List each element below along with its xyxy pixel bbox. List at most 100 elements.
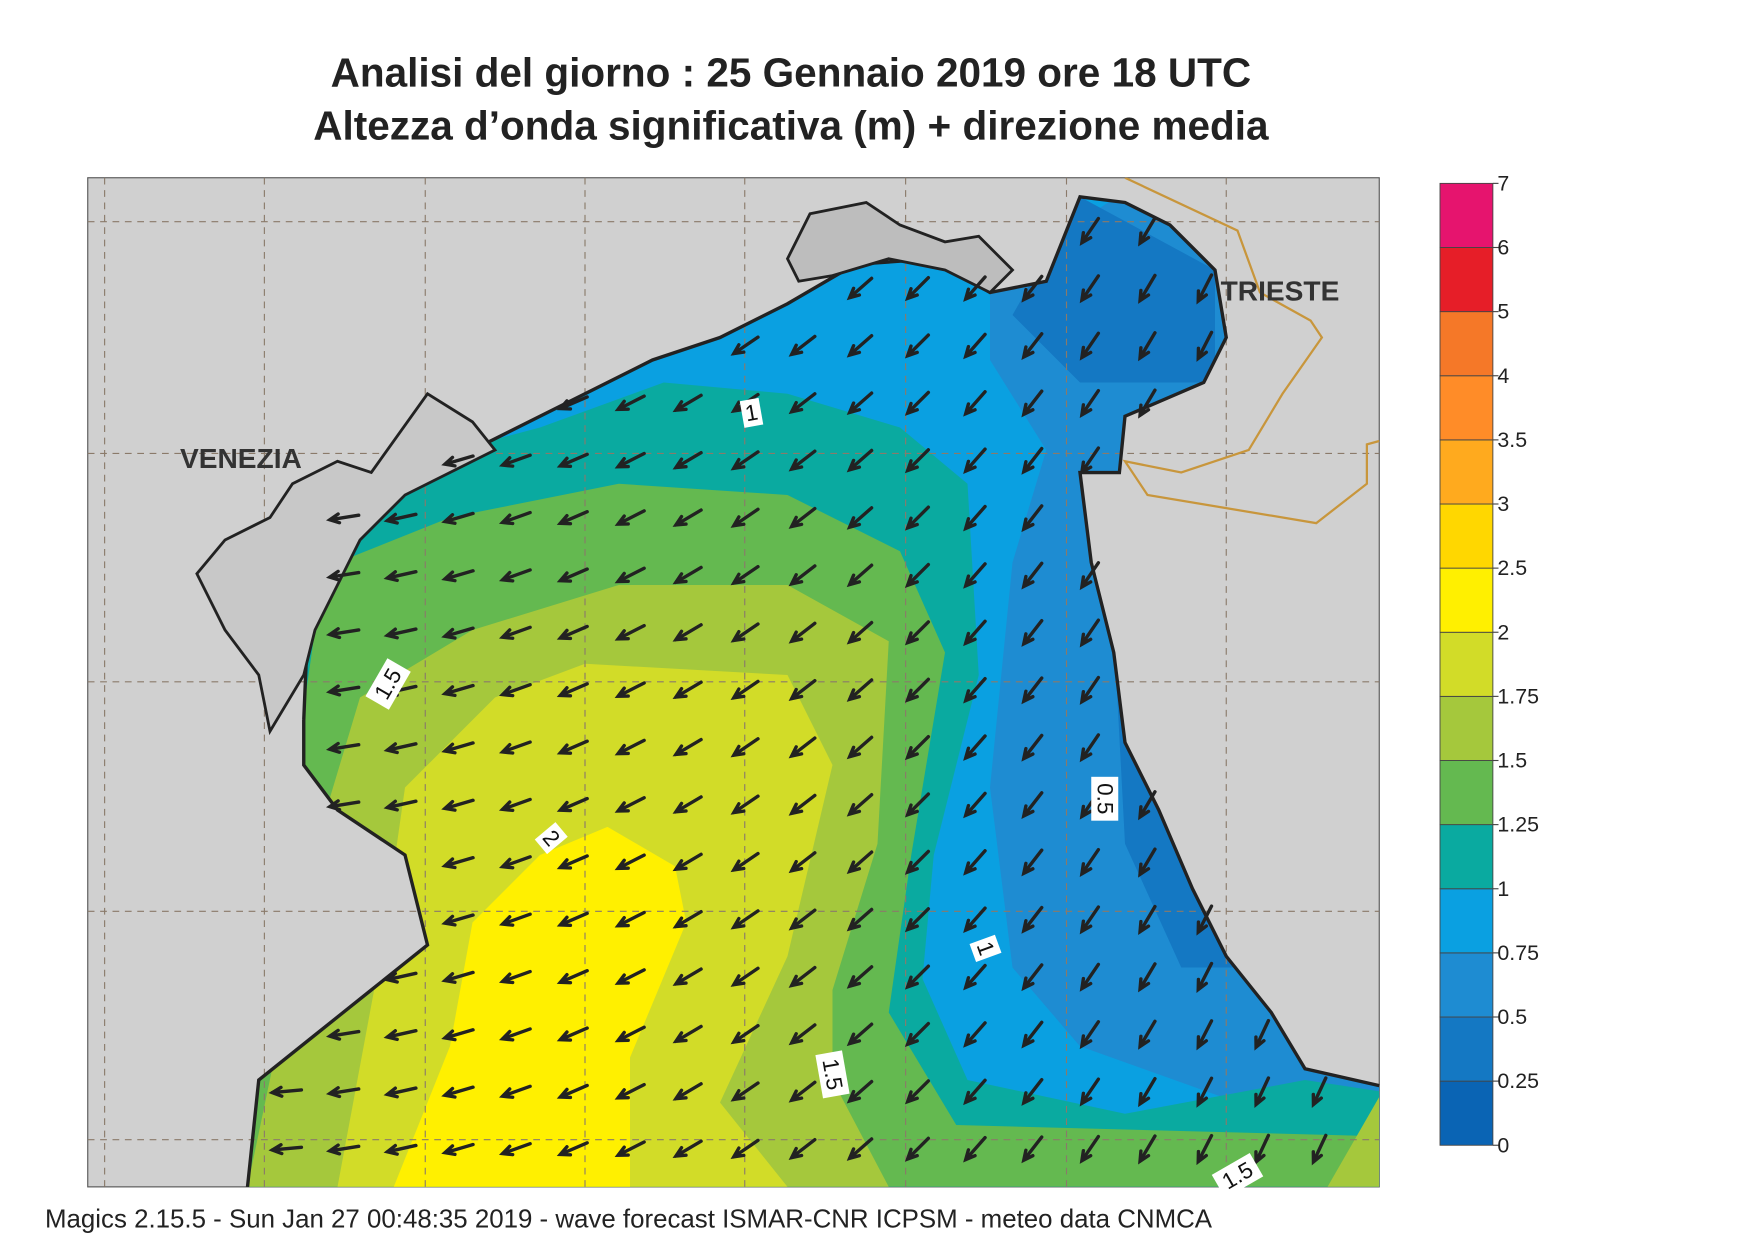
direction-arrow xyxy=(1079,733,1101,763)
colorbar-segment xyxy=(1439,375,1494,441)
contour-label-text: 1 xyxy=(743,399,760,426)
direction-arrow xyxy=(1079,847,1101,878)
direction-arrow xyxy=(383,1029,418,1042)
direction-arrow xyxy=(383,799,418,812)
direction-arrow xyxy=(556,854,589,870)
direction-arrow xyxy=(1079,561,1101,591)
direction-arrow xyxy=(846,448,874,473)
direction-arrow xyxy=(498,855,532,870)
direction-arrow xyxy=(1254,1133,1271,1166)
direction-arrow xyxy=(846,391,874,415)
direction-arrow xyxy=(788,678,817,701)
direction-arrow xyxy=(846,850,874,874)
colorbar-segment xyxy=(1439,888,1494,954)
border-line xyxy=(1122,177,1380,525)
direction-arrow xyxy=(788,851,817,874)
direction-arrow xyxy=(556,624,589,641)
direction-arrow xyxy=(1079,675,1101,705)
colorbar-tick-label: 1.75 xyxy=(1497,684,1539,708)
direction-arrow xyxy=(1079,962,1101,992)
direction-arrow xyxy=(904,1079,931,1105)
direction-arrow xyxy=(846,907,874,932)
direction-arrow xyxy=(904,333,931,359)
direction-arrow xyxy=(904,620,931,646)
direction-arrow xyxy=(614,1082,646,1100)
direction-arrow xyxy=(672,393,703,413)
direction-arrow xyxy=(614,910,646,928)
direction-arrow xyxy=(383,742,418,755)
direction-arrow xyxy=(556,911,589,928)
direction-arrow xyxy=(1196,330,1214,362)
direction-arrow xyxy=(672,623,703,642)
direction-arrow xyxy=(1079,446,1101,476)
direction-arrow xyxy=(1311,1133,1328,1166)
direction-arrow xyxy=(963,963,987,991)
direction-arrow xyxy=(1079,388,1101,419)
direction-arrow xyxy=(325,512,361,525)
direction-arrow xyxy=(1079,331,1101,361)
direction-arrow xyxy=(846,276,874,301)
contour-label-box xyxy=(1091,776,1119,821)
place-label: VENEZIA xyxy=(180,443,302,474)
direction-arrow xyxy=(1138,216,1157,247)
direction-arrow xyxy=(788,334,817,357)
direction-arrow xyxy=(1079,274,1101,304)
direction-arrow xyxy=(498,1084,532,1099)
direction-arrow xyxy=(672,451,703,470)
direction-arrow xyxy=(730,564,760,586)
direction-arrow xyxy=(904,1136,931,1162)
direction-arrow xyxy=(383,971,418,984)
direction-arrow xyxy=(846,1137,874,1161)
place-label: TRIESTE xyxy=(1221,275,1340,306)
direction-arrow xyxy=(556,1026,589,1042)
direction-arrow xyxy=(325,799,361,812)
direction-arrow xyxy=(441,1142,475,1157)
direction-arrow xyxy=(441,855,475,870)
direction-arrow xyxy=(614,796,646,813)
direction-arrow xyxy=(904,964,931,990)
direction-arrow xyxy=(730,966,760,987)
direction-arrow xyxy=(1021,1078,1044,1106)
colorbar-tick-label: 0.5 xyxy=(1497,1005,1527,1029)
direction-arrow xyxy=(672,910,703,929)
direction-arrow xyxy=(730,851,760,873)
direction-arrow xyxy=(441,511,475,525)
direction-arrow xyxy=(788,449,817,472)
direction-arrow xyxy=(730,450,760,471)
direction-arrow xyxy=(1021,504,1044,533)
direction-arrow xyxy=(963,906,987,933)
direction-arrow xyxy=(1021,676,1044,705)
colorbar-segment xyxy=(1439,439,1494,505)
direction-arrow xyxy=(1138,790,1157,821)
direction-arrow xyxy=(846,1022,874,1047)
direction-arrow xyxy=(441,798,475,812)
direction-arrow xyxy=(441,1085,475,1099)
direction-arrow xyxy=(1021,1135,1044,1164)
direction-arrow xyxy=(1138,1019,1157,1050)
direction-arrow xyxy=(498,912,532,927)
direction-arrow xyxy=(788,1080,817,1103)
direction-arrow xyxy=(846,735,874,760)
colorbar-segment xyxy=(1439,311,1494,377)
direction-arrows xyxy=(268,216,1328,1166)
colorbar-segment xyxy=(1439,247,1494,313)
direction-arrow xyxy=(672,967,703,986)
colorbar-tick-label: 7 xyxy=(1497,171,1509,195)
colorbar-tick-label: 5 xyxy=(1497,300,1509,324)
direction-arrow xyxy=(1138,273,1157,304)
lagoon-land xyxy=(195,391,498,736)
colorbar-tick-label: 3.5 xyxy=(1497,428,1527,452)
graticule xyxy=(87,177,1380,1187)
direction-arrow xyxy=(788,965,817,988)
colorbar-tick-label: 2 xyxy=(1497,620,1509,644)
direction-arrow xyxy=(904,505,931,531)
direction-arrow xyxy=(614,1025,646,1043)
direction-arrow xyxy=(730,335,760,356)
direction-arrow xyxy=(846,678,874,702)
direction-arrow xyxy=(904,390,931,416)
contour-label-box xyxy=(815,1050,850,1099)
direction-arrow xyxy=(498,797,532,813)
direction-arrow xyxy=(1021,791,1044,819)
direction-arrow xyxy=(963,1021,987,1048)
